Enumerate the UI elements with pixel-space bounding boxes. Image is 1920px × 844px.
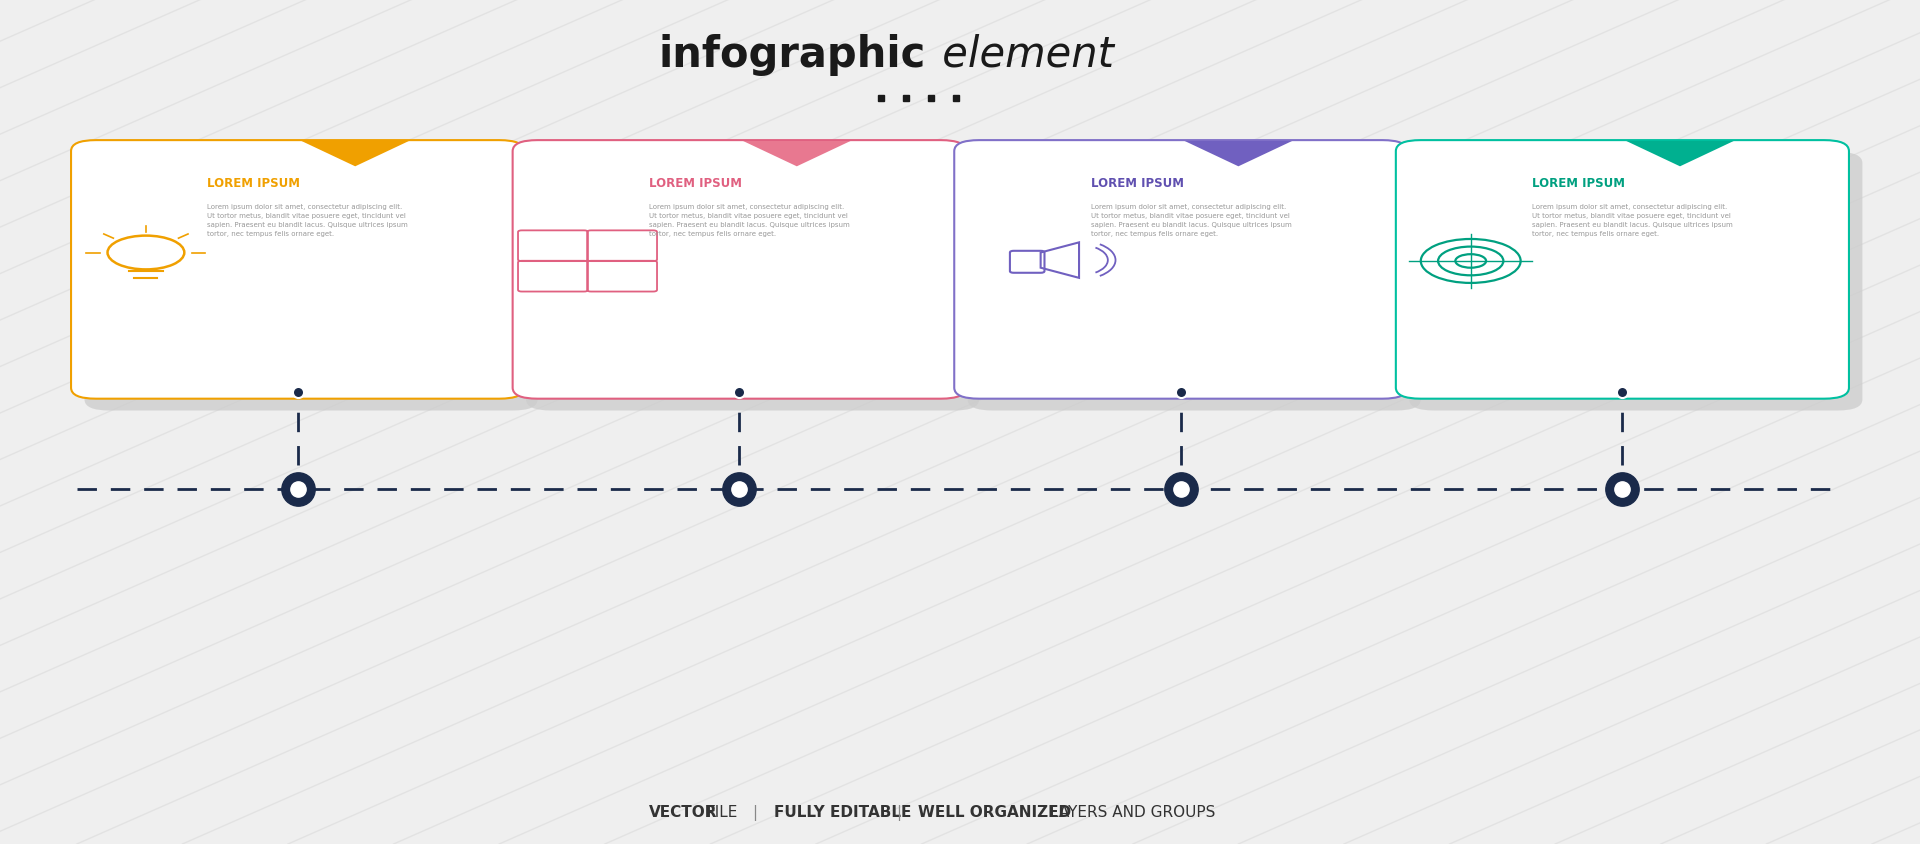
Text: infographic: infographic xyxy=(659,34,925,76)
Text: element: element xyxy=(929,34,1114,76)
Text: Lorem ipsum dolor sit amet, consectetur adipiscing elit.
Ut tortor metus, blandi: Lorem ipsum dolor sit amet, consectetur … xyxy=(207,204,409,236)
Polygon shape xyxy=(301,142,409,167)
Text: Lorem ipsum dolor sit amet, consectetur adipiscing elit.
Ut tortor metus, blandi: Lorem ipsum dolor sit amet, consectetur … xyxy=(649,204,851,236)
FancyBboxPatch shape xyxy=(968,153,1421,411)
FancyBboxPatch shape xyxy=(526,153,979,411)
Text: |: | xyxy=(897,804,900,820)
FancyBboxPatch shape xyxy=(84,153,538,411)
Text: LOREM IPSUM: LOREM IPSUM xyxy=(1532,177,1624,190)
FancyBboxPatch shape xyxy=(1396,141,1849,399)
Polygon shape xyxy=(743,142,851,167)
FancyBboxPatch shape xyxy=(513,141,966,399)
Text: LOREM IPSUM: LOREM IPSUM xyxy=(649,177,741,190)
Text: WELL ORGANIZED: WELL ORGANIZED xyxy=(918,804,1071,820)
Text: Lorem ipsum dolor sit amet, consectetur adipiscing elit.
Ut tortor metus, blandi: Lorem ipsum dolor sit amet, consectetur … xyxy=(1091,204,1292,236)
Text: LAYERS AND GROUPS: LAYERS AND GROUPS xyxy=(1050,804,1215,820)
FancyBboxPatch shape xyxy=(71,141,524,399)
Text: |: | xyxy=(753,804,756,820)
Text: FULLY EDITABLE: FULLY EDITABLE xyxy=(774,804,912,820)
Text: Lorem ipsum dolor sit amet, consectetur adipiscing elit.
Ut tortor metus, blandi: Lorem ipsum dolor sit amet, consectetur … xyxy=(1532,204,1734,236)
FancyBboxPatch shape xyxy=(1409,153,1862,411)
Text: LOREM IPSUM: LOREM IPSUM xyxy=(207,177,300,190)
Polygon shape xyxy=(1626,142,1734,167)
FancyBboxPatch shape xyxy=(954,141,1407,399)
Text: LOREM IPSUM: LOREM IPSUM xyxy=(1091,177,1183,190)
Text: VECTOR: VECTOR xyxy=(649,804,718,820)
Polygon shape xyxy=(1185,142,1292,167)
Text: FILE: FILE xyxy=(707,804,737,820)
